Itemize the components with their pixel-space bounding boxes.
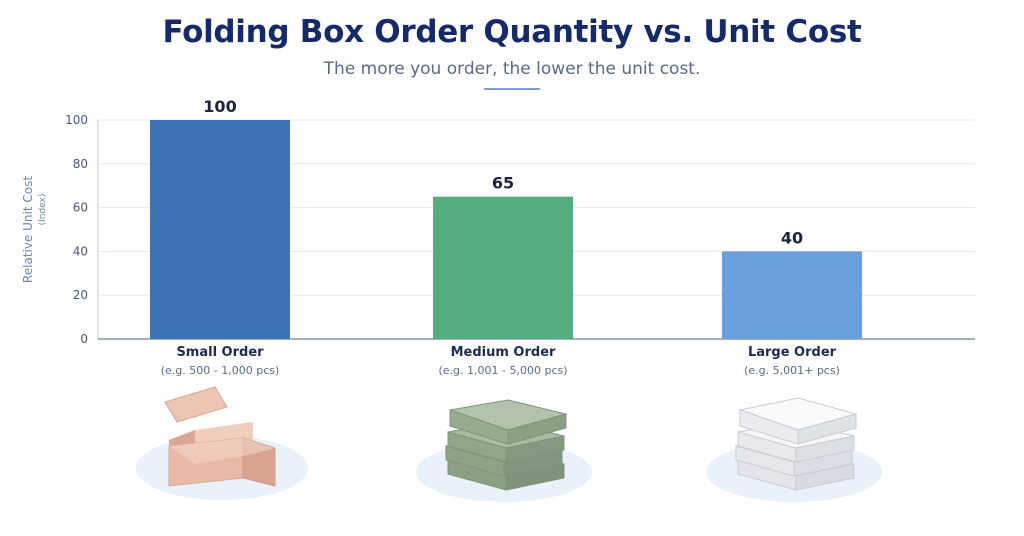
bar-large-order [722, 251, 862, 339]
x-category-label: Small Order [176, 345, 264, 360]
x-category-label: Large Order [747, 345, 837, 360]
title-underline [484, 88, 540, 90]
y-axis-subtitle: (Index) [38, 194, 48, 226]
x-category-note: (e.g. 5,001+ pcs) [744, 364, 840, 377]
y-tick-label: 20 [73, 288, 88, 302]
x-category-label: Medium Order [450, 345, 556, 360]
open-kraft-box-icon [135, 382, 310, 506]
y-axis-title: Relative Unit Cost [21, 176, 35, 283]
chart-title: Folding Box Order Quantity vs. Unit Cost [162, 14, 862, 50]
y-tick-label: 40 [73, 244, 88, 258]
bar-small-order [150, 120, 290, 339]
chart-subtitle: The more you order, the lower the unit c… [323, 59, 701, 79]
data-label: 100 [203, 97, 236, 116]
y-tick-label: 100 [65, 113, 88, 127]
data-label: 65 [492, 174, 514, 193]
y-tick-label: 0 [80, 332, 88, 346]
stacked-green-boxes-icon [414, 390, 594, 509]
bar-medium-order [433, 196, 573, 339]
x-category-note: (e.g. 500 - 1,000 pcs) [160, 364, 280, 377]
data-label: 40 [781, 228, 803, 247]
stacked-white-boxes-icon [704, 388, 884, 507]
y-tick-label: 80 [73, 157, 88, 171]
x-category-note: (e.g. 1,001 - 5,000 pcs) [438, 364, 568, 377]
y-tick-label: 60 [73, 201, 88, 215]
